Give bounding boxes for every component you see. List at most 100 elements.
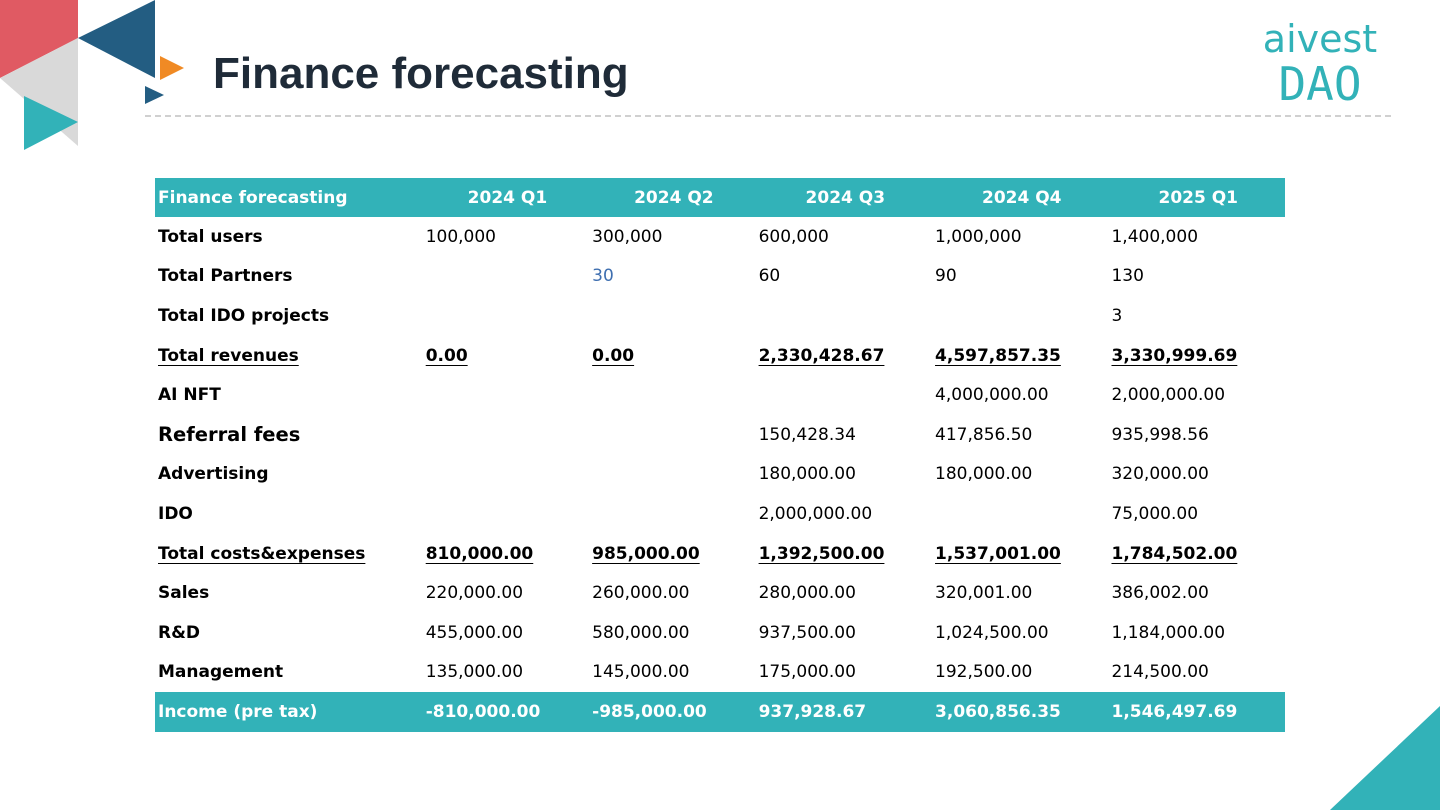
table-cell: 214,500.00 <box>1111 662 1209 683</box>
table-cell: -985,000.00 <box>589 692 756 732</box>
table-cell: 220,000.00 <box>425 583 524 604</box>
table-cell: 1,400,000 <box>1111 226 1199 247</box>
table-cell: 192,500.00 <box>935 662 1033 683</box>
decorative-triangles <box>0 0 184 150</box>
table-cell: 150,428.34 <box>758 424 856 445</box>
table-cell: 135,000.00 <box>425 662 524 683</box>
table-cell <box>423 494 589 534</box>
table-cell <box>423 455 589 495</box>
table-cell: 600,000 <box>758 226 829 247</box>
table-cell: 1,000,000 <box>935 226 1022 247</box>
table-row-sales: Sales 220,000.00 260,000.00 280,000.00 320,0… <box>155 573 1285 613</box>
table-cell <box>423 415 589 455</box>
table-cell <box>423 296 589 336</box>
table-cell: 4,597,857.35 <box>932 336 1108 376</box>
column-header-2025-q1: 2025 Q1 <box>1108 178 1285 217</box>
table-row-advertising: Advertising 180,000.00 180,000.00 320,000.0… <box>155 455 1285 495</box>
table-cell <box>589 296 755 336</box>
row-label: Total costs&expenses <box>155 534 423 574</box>
table-cell: 75,000.00 <box>1111 503 1199 524</box>
svg-text:aivest: aivest <box>1263 17 1377 61</box>
table-cell: 985,000.00 <box>589 534 755 574</box>
table-cell <box>423 257 589 297</box>
decorative-corner-triangle <box>1330 706 1440 810</box>
page-title: Finance forecasting <box>213 49 629 98</box>
row-label: Referral fees <box>158 423 301 447</box>
row-label-text: Total revenues <box>158 345 299 366</box>
table-cell: 1,392,500.00 <box>756 534 932 574</box>
table-row-total-users: Total users 100,000 300,000 600,000 1,000,00… <box>155 217 1285 257</box>
table-cell: 30 <box>592 266 614 287</box>
table-row-referral-fees: Referral fees 150,428.34 417,856.50 935,998… <box>155 415 1285 455</box>
table-row-total-revenues: Total revenues 0.00 0.00 2,330,428.67 4,597,… <box>155 336 1285 376</box>
svg-text:DAO: DAO <box>1278 57 1361 106</box>
table-cell: 935,998.56 <box>1111 424 1209 445</box>
table-cell: 130 <box>1111 266 1144 287</box>
column-header-2024-q3: 2024 Q3 <box>755 178 933 217</box>
table-header-label: Finance forecasting <box>155 178 423 217</box>
row-label: R&D <box>158 622 201 643</box>
table-cell <box>756 375 932 415</box>
logo-graphic: aivest DAO <box>1263 17 1377 106</box>
table-cell: 386,002.00 <box>1111 583 1209 604</box>
row-label: Income (pre tax) <box>155 692 423 732</box>
table-cell: 1,024,500.00 <box>935 622 1049 643</box>
table-row-total-ido-projects: Total IDO projects 3 <box>155 296 1285 336</box>
cell-value: 2,330,428.67 <box>758 345 885 366</box>
title-divider <box>145 115 1391 117</box>
cell-value: 0.00 <box>425 345 468 366</box>
cell-value: 4,597,857.35 <box>935 345 1061 366</box>
row-label: AI NFT <box>158 385 221 406</box>
cell-value: 0.00 <box>592 345 635 366</box>
table-row-total-partners: Total Partners 30 60 90 130 <box>155 257 1285 297</box>
table-cell: 580,000.00 <box>592 622 690 643</box>
table-cell: 320,001.00 <box>935 583 1033 604</box>
table-cell: 60 <box>758 266 781 287</box>
table-cell: 3,330,999.69 <box>1108 336 1285 376</box>
table-cell: 3 <box>1111 305 1123 326</box>
table-cell: 1,784,502.00 <box>1108 534 1285 574</box>
table-cell: 937,928.67 <box>755 692 933 732</box>
table-cell <box>589 375 755 415</box>
cell-value: 985,000.00 <box>592 543 700 564</box>
table-cell: 300,000 <box>592 226 663 247</box>
cell-value: 3,330,999.69 <box>1111 345 1238 366</box>
column-header-2024-q2: 2024 Q2 <box>589 178 756 217</box>
table-cell: 175,000.00 <box>758 662 856 683</box>
row-label: Total IDO projects <box>158 305 330 326</box>
table-cell: 1,537,001.00 <box>932 534 1108 574</box>
table-cell <box>932 494 1108 534</box>
table-cell: 0.00 <box>423 336 589 376</box>
row-label-text: Total costs&expenses <box>158 543 366 564</box>
table-cell: -810,000.00 <box>422 692 590 732</box>
table-row-management: Management 135,000.00 145,000.00 175,000.00… <box>155 653 1285 693</box>
row-label: Management <box>158 662 284 683</box>
table-cell <box>423 375 589 415</box>
table-cell: 2,000,000.00 <box>758 503 873 524</box>
table-cell: 2,330,428.67 <box>756 336 932 376</box>
table-cell: 145,000.00 <box>592 662 690 683</box>
table-cell: 1,546,497.69 <box>1108 692 1285 732</box>
table-cell: 2,000,000.00 <box>1111 385 1226 406</box>
table-cell: 180,000.00 <box>935 464 1033 485</box>
column-header-2024-q4: 2024 Q4 <box>932 178 1109 217</box>
table-row-r-and-d: R&D 455,000.00 580,000.00 937,500.00 1,024,5… <box>155 613 1285 653</box>
table-cell: 1,184,000.00 <box>1111 622 1226 643</box>
aivest-dao-logo: aivest DAO <box>1262 16 1378 106</box>
table-row-ido: IDO 2,000,000.00 75,000.00 <box>155 494 1285 534</box>
table-cell: 280,000.00 <box>758 583 856 604</box>
table-cell: 417,856.50 <box>935 424 1033 445</box>
row-label: Advertising <box>158 464 269 485</box>
row-label: IDO <box>158 503 193 524</box>
row-label: Total revenues <box>155 336 423 376</box>
table-cell: 3,060,856.35 <box>932 692 1109 732</box>
table-cell: 0.00 <box>589 336 755 376</box>
table-cell <box>589 494 755 534</box>
table-header-row: Finance forecasting 2024 Q1 2024 Q2 2024… <box>155 178 1285 217</box>
table-cell: 810,000.00 <box>423 534 589 574</box>
table-cell: 90 <box>935 266 957 287</box>
table-cell: 260,000.00 <box>592 583 690 604</box>
row-label: Sales <box>158 583 210 604</box>
table-row-total-costs-and-expenses: Total costs&expenses 810,000.00 985,000.00… <box>155 534 1285 574</box>
row-label: Total Partners <box>158 266 293 287</box>
